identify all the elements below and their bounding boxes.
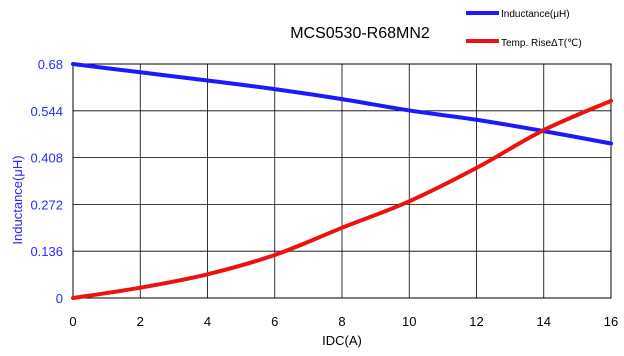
x-tick-label: 8 <box>338 314 345 329</box>
x-tick-label: 2 <box>137 314 144 329</box>
x-tick-label: 6 <box>271 314 278 329</box>
tick-labels: 0 2 4 6 8 10 12 14 16 0 0.136 0.272 0.408 0.544 0.68 <box>30 57 618 329</box>
x-tick-label: 0 <box>69 314 76 329</box>
legend-label-inductance: Inductance(μH) <box>501 9 570 20</box>
x-tick-label: 4 <box>204 314 211 329</box>
y-tick-label: 0.68 <box>38 57 63 72</box>
legend-label-temp-rise: Temp. RiseΔT(℃) <box>501 38 582 49</box>
grid-lines <box>73 64 611 298</box>
y-axis-label: Inductance(μH) <box>10 155 25 244</box>
y-tick-label: 0 <box>56 291 63 306</box>
temp-rise-series-line <box>71 98 613 300</box>
plot-frame <box>72 63 612 299</box>
x-axis-label: IDC(A) <box>322 333 362 348</box>
inductance-series-line <box>71 62 613 146</box>
x-tick-label: 10 <box>402 314 416 329</box>
legend: Inductance(μH) Temp. RiseΔT(℃) <box>466 9 582 49</box>
x-tick-label: 16 <box>604 314 618 329</box>
y-tick-label: 0.272 <box>30 197 63 212</box>
y-tick-label: 0.136 <box>30 244 63 259</box>
series-layer <box>71 62 613 300</box>
y-tick-label: 0.408 <box>30 151 63 166</box>
y-tick-label: 0.544 <box>30 104 63 119</box>
x-tick-label: 14 <box>537 314 551 329</box>
x-tick-label: 12 <box>469 314 483 329</box>
chart-title: MCS0530-R68MN2 <box>290 25 430 42</box>
